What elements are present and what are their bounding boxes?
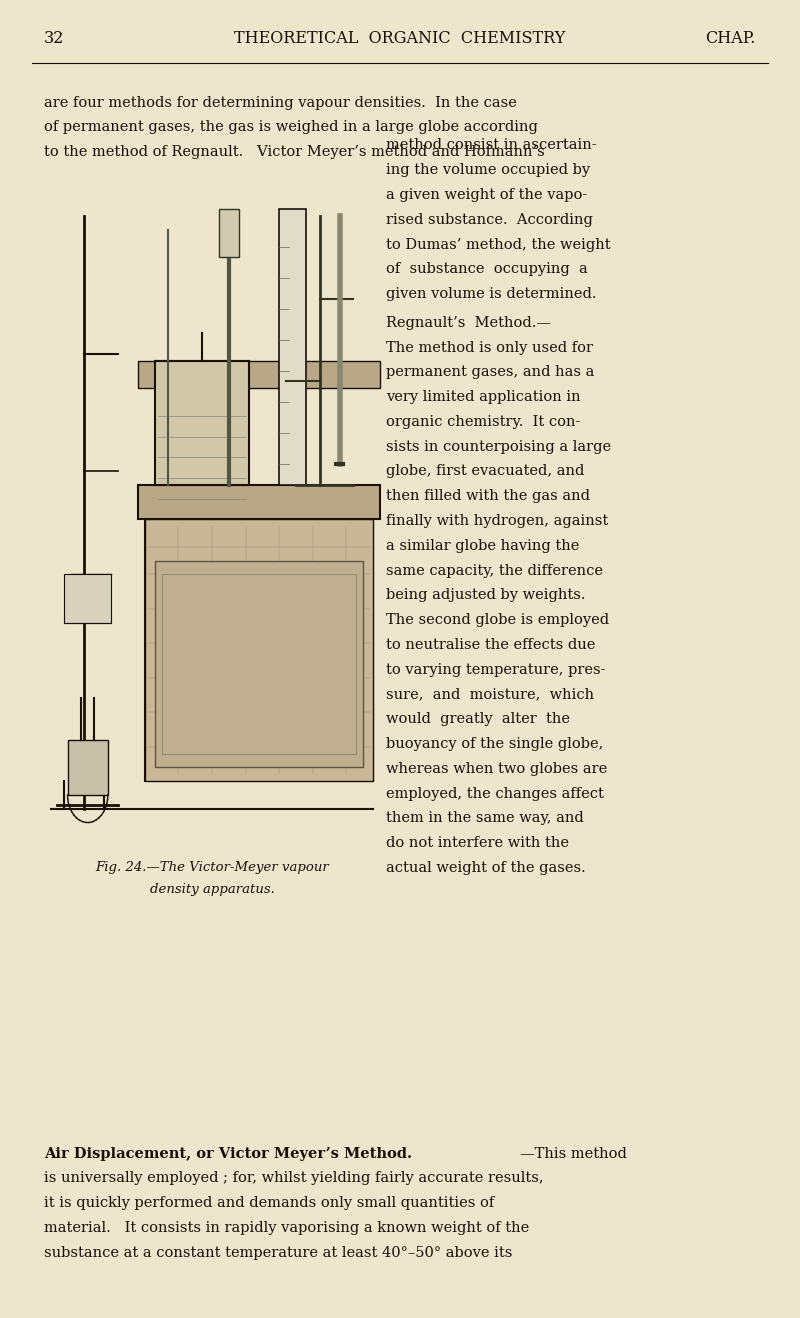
Text: whereas when two globes are: whereas when two globes are [386,762,607,776]
Text: is universally employed ; for, whilst yielding fairly accurate results,: is universally employed ; for, whilst yi… [44,1172,544,1185]
Text: globe, first evacuated, and: globe, first evacuated, and [386,464,584,478]
Text: sure,  and  moisture,  which: sure, and moisture, which [386,688,594,701]
Text: a given weight of the vapo-: a given weight of the vapo- [386,188,587,202]
FancyBboxPatch shape [155,560,363,767]
Text: The second globe is employed: The second globe is employed [386,613,609,627]
Text: would  greatly  alter  the: would greatly alter the [386,712,570,726]
Text: 32: 32 [44,30,64,47]
Text: CHAP.: CHAP. [706,30,756,47]
Text: rised substance.  According: rised substance. According [386,212,593,227]
Text: to the method of Regnault.   Victor Meyer’s method and Hofmann’s: to the method of Regnault. Victor Meyer’… [44,145,545,159]
Text: then filled with the gas and: then filled with the gas and [386,489,590,503]
FancyBboxPatch shape [279,210,306,485]
Text: permanent gases, and has a: permanent gases, and has a [386,365,594,380]
FancyBboxPatch shape [145,519,374,782]
Text: employed, the changes affect: employed, the changes affect [386,787,603,800]
Text: buoyancy of the single globe,: buoyancy of the single globe, [386,737,603,751]
Text: The method is only used for: The method is only used for [386,340,593,355]
Text: to varying temperature, pres-: to varying temperature, pres- [386,663,605,676]
Text: finally with hydrogen, against: finally with hydrogen, against [386,514,608,529]
FancyBboxPatch shape [44,161,380,850]
Text: —This method: —This method [520,1147,627,1161]
Text: are four methods for determining vapour densities.  In the case: are four methods for determining vapour … [44,96,517,109]
Text: organic chemistry.  It con-: organic chemistry. It con- [386,415,580,428]
Text: substance at a constant temperature at least 40°–50° above its: substance at a constant temperature at l… [44,1246,512,1260]
Text: them in the same way, and: them in the same way, and [386,812,583,825]
Text: of  substance  occupying  a: of substance occupying a [386,262,587,277]
FancyBboxPatch shape [138,361,380,389]
Text: actual weight of the gases.: actual weight of the gases. [386,861,586,875]
Text: given volume is determined.: given volume is determined. [386,287,596,301]
Text: same capacity, the difference: same capacity, the difference [386,564,602,577]
Text: density apparatus.: density apparatus. [150,883,274,896]
Text: do not interfere with the: do not interfere with the [386,836,569,850]
Text: ing the volume occupied by: ing the volume occupied by [386,163,590,177]
Text: sists in counterpoising a large: sists in counterpoising a large [386,440,610,453]
Text: THEORETICAL  ORGANIC  CHEMISTRY: THEORETICAL ORGANIC CHEMISTRY [234,30,566,47]
Text: very limited application in: very limited application in [386,390,580,405]
Text: Air Displacement, or Victor Meyer’s Method.: Air Displacement, or Victor Meyer’s Meth… [44,1147,412,1161]
Text: to neutralise the effects due: to neutralise the effects due [386,638,595,652]
FancyBboxPatch shape [155,361,249,485]
FancyBboxPatch shape [64,575,111,622]
Text: Fig. 24.—The Victor-Meyer vapour: Fig. 24.—The Victor-Meyer vapour [95,861,329,874]
Text: to Dumas’ method, the weight: to Dumas’ method, the weight [386,237,610,252]
FancyBboxPatch shape [162,575,357,754]
Text: it is quickly performed and demands only small quantities of: it is quickly performed and demands only… [44,1197,494,1210]
FancyBboxPatch shape [67,739,108,795]
Text: a similar globe having the: a similar globe having the [386,539,579,552]
Text: material.   It consists in rapidly vaporising a known weight of the: material. It consists in rapidly vaporis… [44,1220,530,1235]
Text: being adjusted by weights.: being adjusted by weights. [386,588,585,602]
Text: method consist in ascertain-: method consist in ascertain- [386,138,596,153]
FancyBboxPatch shape [218,210,239,257]
Text: Regnault’s  Method.—: Regnault’s Method.— [386,316,550,330]
Text: of permanent gases, the gas is weighed in a large globe according: of permanent gases, the gas is weighed i… [44,120,538,134]
FancyBboxPatch shape [138,485,380,519]
